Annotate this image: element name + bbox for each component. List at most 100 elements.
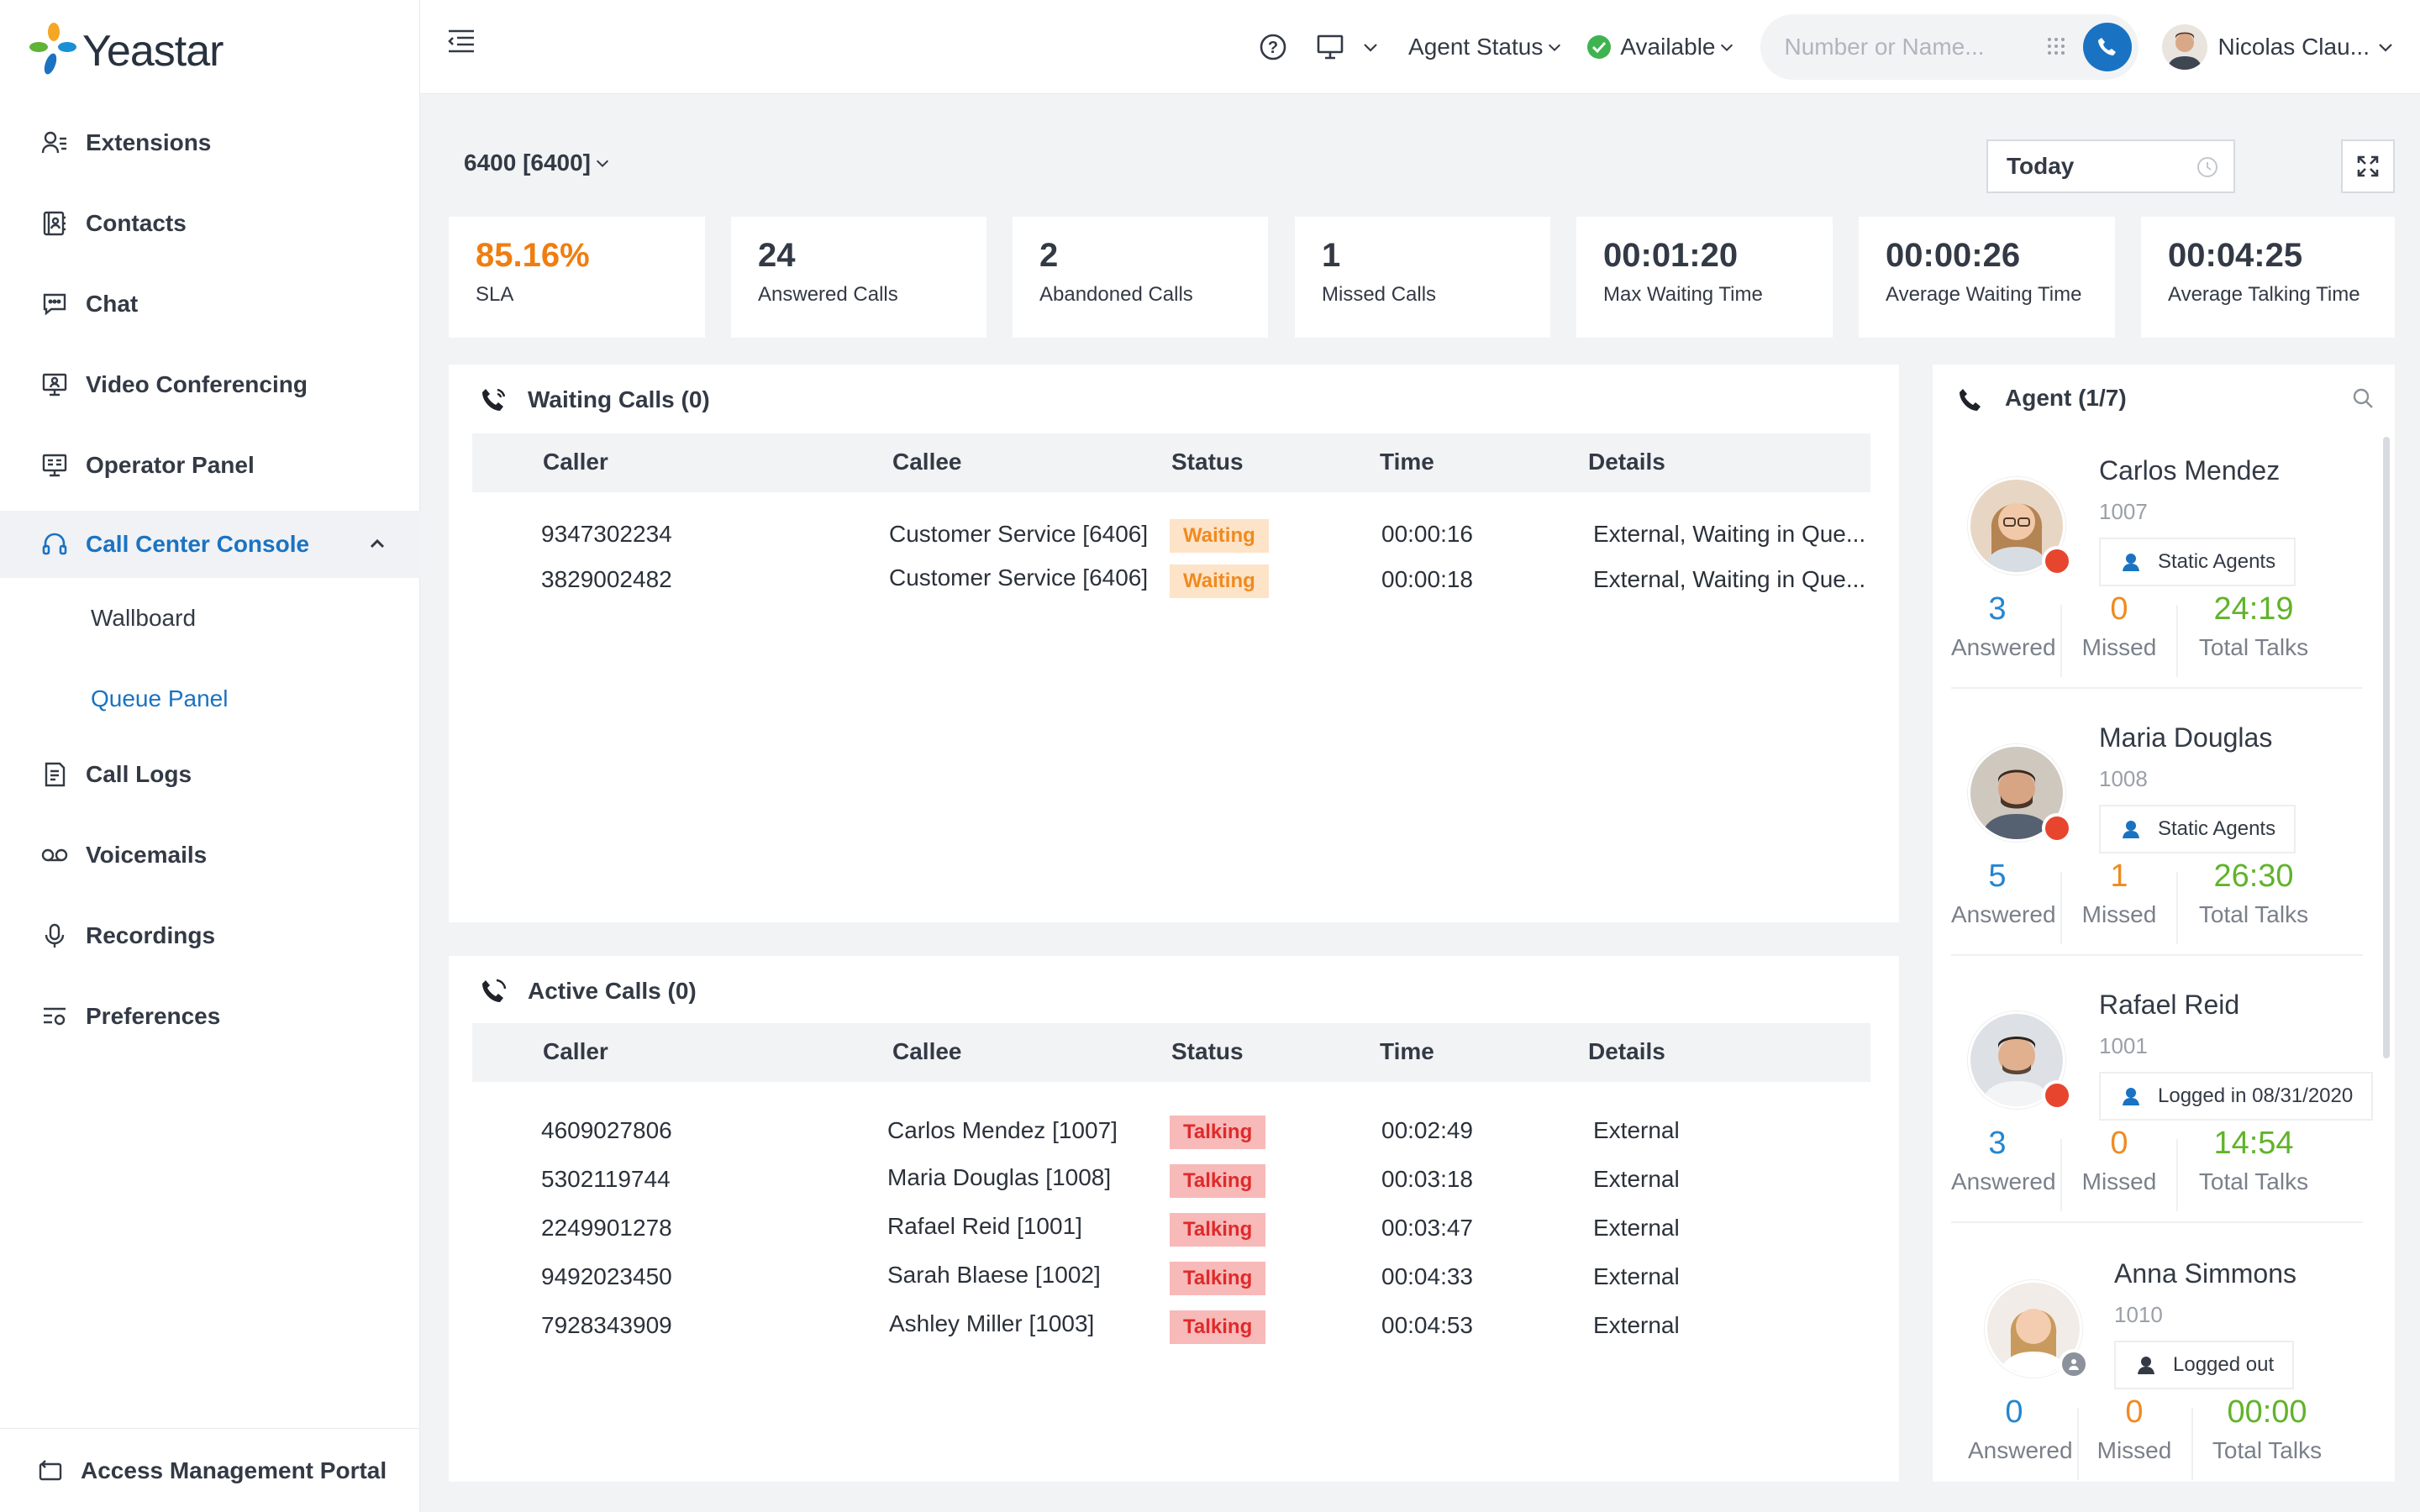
agent-name: Rafael Reid <box>2099 990 2240 1020</box>
sidebar-item-contacts[interactable]: Contacts <box>0 190 420 257</box>
sidebar-item-label: Access Management Portal <box>81 1457 387 1483</box>
total-talks-stat: 24:19 Total Talks <box>2195 591 2312 661</box>
sidebar-item-label: Voicemails <box>86 842 208 868</box>
total-talks-label: Total Talks <box>2198 901 2309 927</box>
sidebar-subitem-queue-panel[interactable]: Queue Panel <box>91 685 229 711</box>
call-log-icon <box>40 760 69 789</box>
help-icon[interactable]: ? <box>1259 33 1287 61</box>
availability-dropdown[interactable]: Available <box>1586 34 1735 60</box>
date-range-picker[interactable]: Today <box>1986 139 2235 193</box>
status-badge: Talking <box>1170 1116 1266 1149</box>
agents-title: Agent (1/7) <box>1958 385 2127 412</box>
sidebar-item-recordings[interactable]: Recordings <box>0 902 420 969</box>
divider <box>2176 605 2178 677</box>
column-header: Details <box>1588 1038 1665 1064</box>
agent-tag-label: Static Agents <box>2158 550 2276 573</box>
sidebar-item-call-logs[interactable]: Call Logs <box>0 741 420 808</box>
sidebar-item-chat[interactable]: Chat <box>0 270 420 338</box>
sidebar-subitem-wallboard[interactable]: Wallboard <box>91 605 197 631</box>
voicemail-icon <box>40 841 69 869</box>
total-talks-value: 00:00 <box>2227 1394 2307 1430</box>
missed-label: Missed <box>2081 1168 2157 1194</box>
active-calls-panel: Active Calls (0) Caller Callee Status Ti… <box>449 956 1899 1482</box>
details-cell: External <box>1593 1215 1680 1241</box>
stat-label: Missed Calls <box>1322 283 1437 306</box>
stat-label: Answered Calls <box>758 283 898 306</box>
call-button[interactable] <box>2083 23 2133 71</box>
time-cell: 00:03:18 <box>1381 1166 1473 1192</box>
dialpad-icon[interactable] <box>2046 36 2066 56</box>
agent-status-dropdown[interactable]: Agent Status <box>1408 34 1563 60</box>
busy-status-icon <box>2042 546 2072 576</box>
divider <box>2176 1139 2178 1211</box>
missed-value: 1 <box>2110 858 2128 894</box>
fullscreen-button[interactable] <box>2341 139 2395 193</box>
operator-panel-icon <box>40 451 69 480</box>
missed-value: 0 <box>2110 591 2128 627</box>
sidebar-item-preferences[interactable]: Preferences <box>0 983 420 1050</box>
yeastar-logo-icon <box>29 23 76 75</box>
agent-type-tag: Logged in 08/31/2020 <box>2099 1072 2374 1121</box>
sidebar-item-video-conferencing[interactable]: Video Conferencing <box>0 351 420 418</box>
avatar <box>1968 1011 2065 1109</box>
agent-card[interactable]: Rafael Reid 1001 Logged in 08/31/2020 3 … <box>1951 974 2374 1242</box>
agent-card[interactable]: Maria Douglas 1008 Static Agents 5 Answe… <box>1951 707 2371 974</box>
phone-agent-icon <box>1960 389 1981 411</box>
sidebar-item-operator-panel[interactable]: Operator Panel <box>0 432 420 499</box>
answered-label: Answered <box>1951 901 2056 927</box>
time-cell: 00:04:53 <box>1381 1312 1473 1338</box>
callee-cell: Maria Douglas [1008] <box>887 1164 1112 1190</box>
sidebar-item-voicemails[interactable]: Voicemails <box>0 822 420 889</box>
user-menu[interactable]: Nicolas Clau... <box>2162 24 2395 70</box>
waiting-table-header: Caller Callee Status Time Details <box>472 433 1870 492</box>
total-talks-label: Total Talks <box>2212 1437 2323 1463</box>
agent-tag-label: Logged out <box>2173 1353 2275 1376</box>
answered-value: 3 <box>1988 591 2007 627</box>
svg-text:?: ? <box>1268 39 1278 57</box>
caller-cell: 5302119744 <box>541 1166 671 1192</box>
missed-label: Missed <box>2096 1437 2172 1463</box>
column-header: Caller <box>543 449 608 475</box>
stat-card-answered: 24 Answered Calls <box>731 217 986 338</box>
chevron-down-icon <box>2379 44 2392 52</box>
collapse-menu-icon[interactable] <box>447 29 476 54</box>
dial-search-input[interactable] <box>1784 34 2054 60</box>
yeastar-logo[interactable]: Yeastar <box>29 22 224 81</box>
user-list-icon <box>40 129 69 157</box>
search-icon[interactable] <box>2351 386 2375 410</box>
sidebar-item-call-center-console[interactable]: Call Center Console <box>0 511 420 578</box>
device-selector[interactable] <box>1316 34 1380 60</box>
missed-stat: 0 Missed <box>2077 1126 2161 1195</box>
missed-label: Missed <box>2081 901 2157 927</box>
column-header: Details <box>1588 449 1665 475</box>
queue-selector[interactable]: 6400 [6400] <box>464 150 611 176</box>
callee-cell: Rafael Reid [1001] <box>887 1213 1082 1239</box>
access-management-portal-link[interactable]: Access Management Portal <box>0 1428 420 1512</box>
status-badge: Talking <box>1170 1164 1266 1198</box>
total-talks-value: 26:30 <box>2213 858 2294 894</box>
total-talks-stat: 26:30 Total Talks <box>2195 858 2312 928</box>
answered-stat: 5 Answered <box>1951 858 2056 928</box>
agent-name: Anna Simmons <box>2114 1258 2296 1289</box>
divider <box>2176 872 2178 944</box>
chevron-down-icon <box>1364 44 1377 52</box>
agent-card[interactable]: Anna Simmons 1010 Logged out 0 Answered … <box>1951 1243 2371 1482</box>
phone-icon <box>2098 38 2117 55</box>
fullscreen-icon <box>2357 155 2379 177</box>
time-cell: 00:00:18 <box>1381 566 1473 592</box>
queue-selector-label: 6400 [6400] <box>464 150 592 176</box>
sidebar-item-label: Contacts <box>86 210 187 236</box>
missed-stat: 0 Missed <box>2077 591 2161 661</box>
agent-user-icon <box>2123 554 2139 571</box>
details-cell: External <box>1593 1117 1680 1143</box>
agent-card[interactable]: Carlos Mendez 1007 Static Agents 3 Answe… <box>1951 440 2371 707</box>
stat-label: Average Waiting Time <box>1886 283 2082 306</box>
agents-scrollbar[interactable] <box>2383 437 2390 1058</box>
sidebar-item-extensions[interactable]: Extensions <box>0 109 420 176</box>
answered-value: 0 <box>2005 1394 2023 1430</box>
sidebar-item-label: Chat <box>86 291 139 317</box>
preferences-icon <box>40 1002 69 1031</box>
details-cell: External <box>1593 1263 1680 1289</box>
busy-status-icon <box>2042 1080 2072 1110</box>
chevron-up-icon <box>370 538 385 549</box>
